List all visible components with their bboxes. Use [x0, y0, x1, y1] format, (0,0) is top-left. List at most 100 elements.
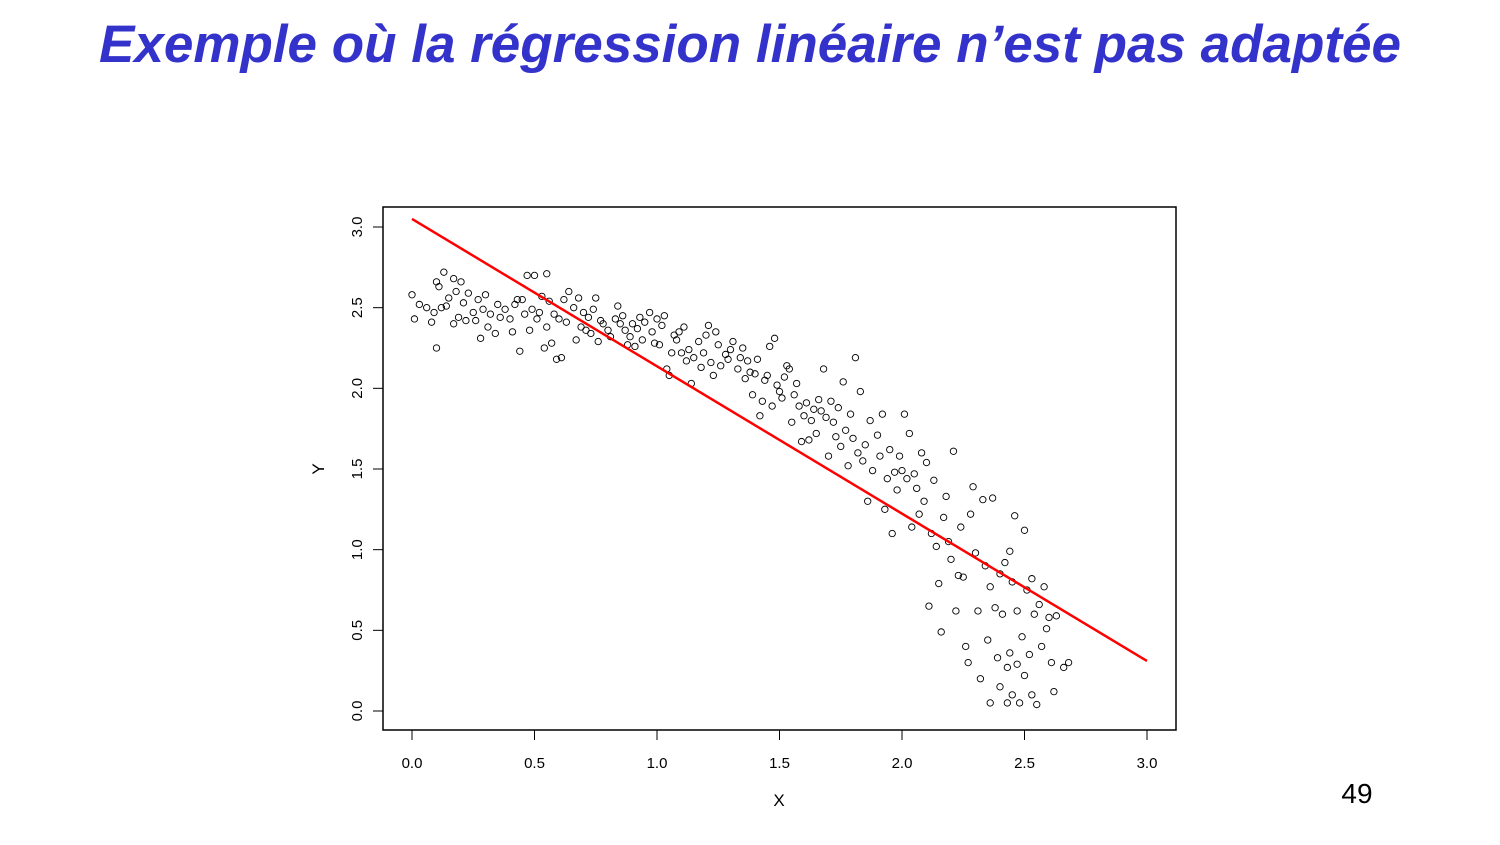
data-point: [555, 315, 563, 323]
data-point: [680, 323, 688, 331]
data-point: [729, 337, 737, 346]
data-point: [430, 308, 438, 317]
data-point: [464, 289, 472, 297]
data-point: [763, 371, 771, 380]
data-point: [452, 287, 460, 296]
data-point: [851, 354, 860, 362]
data-point: [1052, 612, 1061, 620]
data-point: [984, 636, 992, 644]
data-point: [964, 658, 972, 667]
data-point: [952, 607, 960, 615]
x-tick-label: 2.0: [892, 755, 913, 772]
data-point: [1038, 642, 1046, 651]
data-point: [543, 270, 551, 278]
data-point: [793, 379, 801, 388]
data-point: [859, 457, 867, 465]
data-point: [685, 345, 693, 354]
data-point: [893, 486, 901, 494]
data-point: [523, 271, 531, 280]
page-number: 49: [1341, 778, 1373, 809]
data-point: [986, 583, 994, 591]
x-axis: 0.0 0.5 1.0 1.5 2.0 2.5 3.0: [402, 729, 1157, 772]
y-tick-label: 1.0: [349, 539, 366, 560]
data-point: [962, 642, 970, 651]
y-tick-label: 2.0: [349, 378, 366, 399]
data-point: [474, 295, 482, 304]
y-tick-label: 1.5: [349, 459, 366, 480]
data-point: [940, 513, 948, 522]
y-axis: 0.0 0.5 1.0 1.5 2.0 2.5 3.0: [349, 217, 384, 721]
data-point: [677, 349, 686, 357]
data-point: [442, 302, 450, 310]
data-point: [543, 323, 551, 331]
data-point: [915, 510, 923, 518]
data-point: [408, 291, 416, 299]
data-point: [476, 334, 485, 342]
data-point: [1006, 649, 1014, 657]
data-point: [619, 312, 627, 320]
data-point: [1047, 658, 1056, 667]
data-point: [653, 315, 661, 323]
data-point: [930, 476, 938, 484]
data-point: [658, 321, 666, 330]
data-point: [998, 610, 1007, 618]
data-point: [993, 654, 1002, 662]
data-point: [758, 397, 766, 405]
x-tick-label: 1.5: [769, 755, 790, 772]
data-point: [866, 416, 874, 425]
data-point: [611, 315, 619, 323]
data-point: [849, 434, 857, 442]
data-point: [535, 308, 544, 317]
data-point: [1040, 583, 1048, 591]
data-point: [641, 318, 649, 326]
data-point: [717, 362, 725, 370]
data-point: [1064, 658, 1073, 667]
data-point: [1006, 547, 1014, 555]
x-tick-label: 1.0: [647, 755, 668, 772]
data-point: [521, 310, 529, 318]
data-point: [822, 413, 830, 422]
data-point: [594, 337, 602, 346]
data-point: [616, 320, 624, 328]
data-point: [459, 299, 468, 307]
data-point: [570, 304, 578, 312]
data-point: [604, 326, 612, 334]
data-point: [626, 333, 634, 341]
data-point: [971, 549, 980, 557]
data-point: [1030, 610, 1038, 618]
data-point: [807, 416, 815, 425]
data-point: [979, 496, 987, 504]
data-point: [1025, 650, 1034, 659]
x-tick-label: 0.0: [402, 755, 423, 772]
data-point: [557, 354, 566, 362]
data-point: [839, 378, 847, 386]
data-point: [646, 308, 654, 317]
data-point: [748, 391, 757, 399]
data-point: [1015, 699, 1024, 707]
data-point: [844, 462, 852, 470]
y-tick-label: 0.5: [349, 620, 366, 641]
data-point: [1028, 691, 1036, 699]
data-point: [827, 397, 835, 405]
data-point: [1018, 633, 1026, 641]
data-point: [714, 341, 722, 349]
data-point: [756, 412, 764, 420]
data-point: [699, 349, 708, 357]
data-point: [819, 365, 828, 373]
data-point: [954, 571, 962, 580]
data-point: [775, 387, 784, 396]
data-point: [1035, 600, 1043, 609]
data-point: [481, 291, 490, 299]
data-point: [415, 300, 423, 309]
data-point: [996, 683, 1004, 691]
data-point: [949, 447, 958, 455]
data-point: [878, 410, 887, 418]
data-point: [690, 354, 698, 362]
data-point: [942, 492, 950, 501]
data-point: [744, 357, 752, 365]
data-point: [903, 475, 911, 483]
data-point: [886, 445, 894, 454]
x-axis-title: X: [773, 791, 784, 810]
data-point: [709, 371, 717, 380]
data-point: [788, 418, 796, 426]
